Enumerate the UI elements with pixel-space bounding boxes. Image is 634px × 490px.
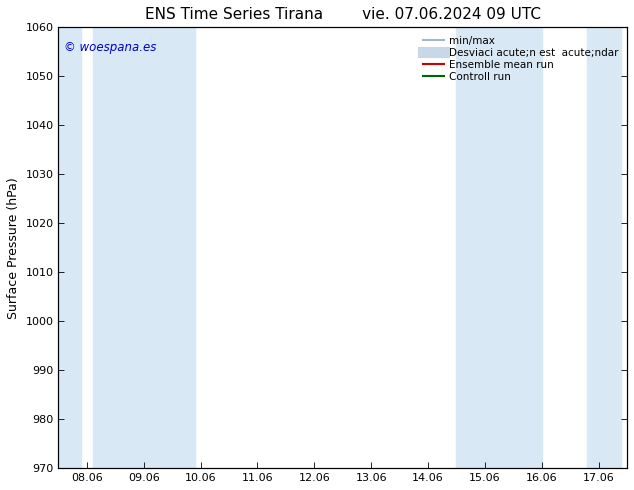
Legend: min/max, Desviaci acute;n est  acute;ndar, Ensemble mean run, Controll run: min/max, Desviaci acute;n est acute;ndar… [420,32,622,85]
Bar [93,27,195,468]
Bar [58,27,81,468]
Bar [587,27,621,468]
Bar [456,27,542,468]
Title: ENS Time Series Tirana        vie. 07.06.2024 09 UTC: ENS Time Series Tirana vie. 07.06.2024 0… [145,7,541,22]
Text: © woespana.es: © woespana.es [64,41,157,53]
Y-axis label: Surface Pressure (hPa): Surface Pressure (hPa) [7,177,20,318]
